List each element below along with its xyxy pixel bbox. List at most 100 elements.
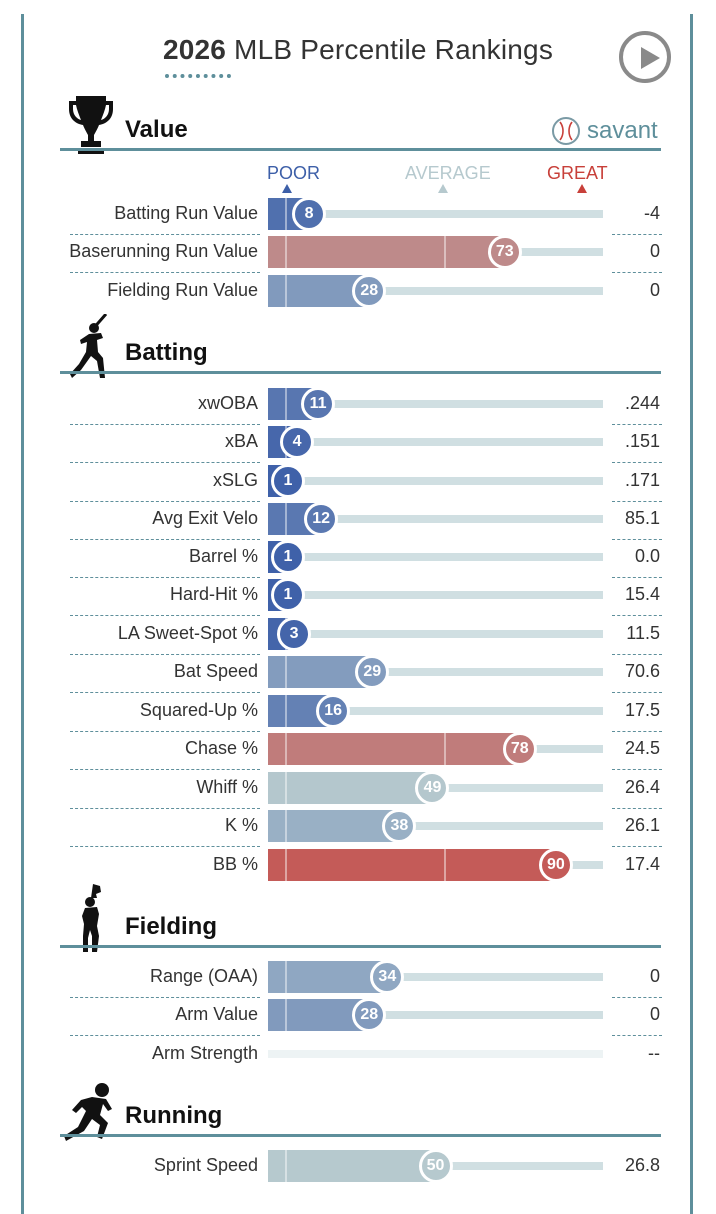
bar-track-arm-strength bbox=[268, 1050, 603, 1058]
percentile-bar-baserunning-run-value[interactable] bbox=[268, 236, 505, 268]
metric-value-bb: 17.4 bbox=[624, 854, 660, 874]
row-divider bbox=[70, 539, 260, 540]
metric-value-xba: .151 bbox=[624, 431, 660, 451]
bar-track-barrel bbox=[268, 553, 603, 561]
metric-value-arm-value: 0 bbox=[649, 1004, 660, 1024]
row-divider bbox=[612, 462, 662, 463]
percentile-bar-bb[interactable] bbox=[268, 849, 556, 881]
percentile-badge-k[interactable]: 38 bbox=[382, 809, 417, 843]
row-divider bbox=[70, 462, 260, 463]
metric-label-chase: Chase % bbox=[184, 738, 258, 758]
percentile-badge-bb[interactable]: 90 bbox=[538, 848, 573, 882]
row-divider bbox=[70, 272, 260, 273]
row-divider bbox=[612, 654, 662, 655]
row-divider bbox=[612, 846, 662, 847]
percentile-badge-chase[interactable]: 78 bbox=[502, 732, 537, 766]
metric-value-arm-strength: -- bbox=[648, 1043, 660, 1063]
bar-tick bbox=[285, 198, 287, 230]
metric-label-fielding-run-value: Fielding Run Value bbox=[107, 280, 258, 300]
title-year: 2026 bbox=[162, 34, 227, 65]
scale-poor-label: POOR bbox=[267, 163, 321, 183]
percentile-badge-bat-speed[interactable]: 29 bbox=[355, 655, 390, 689]
percentile-badge-squared-up[interactable]: 16 bbox=[316, 694, 351, 728]
metric-label-whiff: Whiff % bbox=[196, 777, 258, 797]
bar-tick bbox=[285, 961, 287, 993]
row-divider bbox=[612, 769, 662, 770]
metric-value-fielding-run-value: 0 bbox=[649, 280, 660, 300]
metric-value-sprint-speed: 26.8 bbox=[624, 1155, 660, 1175]
section-rule-fielding bbox=[60, 945, 661, 948]
percentile-bar-chase[interactable] bbox=[268, 733, 520, 765]
scale-great-arrow bbox=[577, 184, 587, 193]
percentile-badge-baserunning-run-value[interactable]: 73 bbox=[487, 235, 522, 269]
row-divider bbox=[70, 654, 260, 655]
percentile-bar-bat-speed[interactable] bbox=[268, 656, 373, 688]
row-divider bbox=[612, 272, 662, 273]
percentile-badge-hard-hit[interactable]: 1 bbox=[271, 578, 305, 612]
percentile-badge-sprint-speed[interactable]: 50 bbox=[418, 1149, 453, 1183]
metric-label-bb: BB % bbox=[212, 854, 258, 874]
metric-value-k: 26.1 bbox=[624, 815, 660, 835]
row-divider bbox=[612, 577, 662, 578]
percentile-badge-xba[interactable]: 4 bbox=[280, 425, 315, 459]
metric-label-sprint-speed: Sprint Speed bbox=[153, 1155, 258, 1175]
play-button[interactable] bbox=[619, 31, 671, 83]
page-title: 2026 MLB Percentile Rankings bbox=[0, 34, 716, 66]
bar-tick bbox=[285, 695, 287, 727]
percentile-badge-batting-run-value[interactable]: 8 bbox=[292, 197, 327, 231]
metric-value-xwoba: .244 bbox=[624, 393, 660, 413]
percentile-bar-sprint-speed[interactable] bbox=[268, 1150, 436, 1182]
row-divider bbox=[612, 424, 662, 425]
percentile-bar-k[interactable] bbox=[268, 810, 400, 842]
bar-track-la-sweet-spot bbox=[268, 630, 603, 638]
metric-label-avg-exit-velo: Avg Exit Velo bbox=[152, 508, 258, 528]
row-divider bbox=[70, 846, 260, 847]
bar-tick bbox=[285, 999, 287, 1031]
row-divider bbox=[612, 501, 662, 502]
bar-tick bbox=[444, 733, 446, 765]
row-divider bbox=[70, 1035, 260, 1036]
row-divider bbox=[70, 424, 260, 425]
bar-tick bbox=[285, 849, 287, 881]
percentile-badge-avg-exit-velo[interactable]: 12 bbox=[304, 502, 339, 536]
percentile-bar-range-oaa[interactable] bbox=[268, 961, 388, 993]
title-text: MLB Percentile Rankings bbox=[234, 34, 554, 65]
percentile-badge-range-oaa[interactable]: 34 bbox=[370, 960, 405, 994]
bar-track-xba bbox=[268, 438, 603, 446]
metric-label-bat-speed: Bat Speed bbox=[173, 661, 258, 681]
bar-track-xwoba bbox=[268, 400, 603, 408]
bar-tick bbox=[285, 656, 287, 688]
percentile-badge-barrel[interactable]: 1 bbox=[271, 540, 305, 574]
metric-value-avg-exit-velo: 85.1 bbox=[624, 508, 660, 528]
bar-tick bbox=[444, 849, 446, 881]
percentile-badge-arm-value[interactable]: 28 bbox=[352, 998, 387, 1032]
row-divider bbox=[70, 234, 260, 235]
metric-value-range-oaa: 0 bbox=[649, 966, 660, 986]
bar-track-xslg bbox=[268, 477, 603, 485]
row-divider bbox=[612, 234, 662, 235]
metric-value-chase: 24.5 bbox=[624, 738, 660, 758]
savant-logo[interactable]: savant bbox=[552, 115, 658, 147]
row-divider bbox=[70, 615, 260, 616]
percentile-badge-fielding-run-value[interactable]: 28 bbox=[352, 274, 387, 308]
section-rule-running bbox=[60, 1134, 661, 1137]
metric-label-barrel: Barrel % bbox=[188, 546, 258, 566]
section-title-value: Value bbox=[125, 116, 188, 143]
metric-label-arm-strength: Arm Strength bbox=[151, 1043, 258, 1063]
section-title-batting: Batting bbox=[125, 339, 208, 366]
percentile-badge-xslg[interactable]: 1 bbox=[271, 464, 305, 498]
row-divider bbox=[70, 577, 260, 578]
percentile-badge-la-sweet-spot[interactable]: 3 bbox=[277, 617, 312, 651]
metric-label-k: K % bbox=[224, 815, 258, 835]
bar-tick bbox=[285, 733, 287, 765]
row-divider bbox=[70, 769, 260, 770]
percentile-bar-whiff[interactable] bbox=[268, 772, 433, 804]
metric-value-la-sweet-spot: 11.5 bbox=[626, 623, 660, 643]
metric-label-xba: xBA bbox=[224, 431, 258, 451]
percentile-badge-xwoba[interactable]: 11 bbox=[301, 387, 336, 421]
row-divider bbox=[612, 615, 662, 616]
metric-label-xwoba: xwOBA bbox=[197, 393, 258, 413]
metric-label-la-sweet-spot: LA Sweet-Spot % bbox=[117, 623, 258, 643]
bar-track-bat-speed bbox=[268, 668, 603, 676]
percentile-badge-whiff[interactable]: 49 bbox=[415, 771, 450, 805]
